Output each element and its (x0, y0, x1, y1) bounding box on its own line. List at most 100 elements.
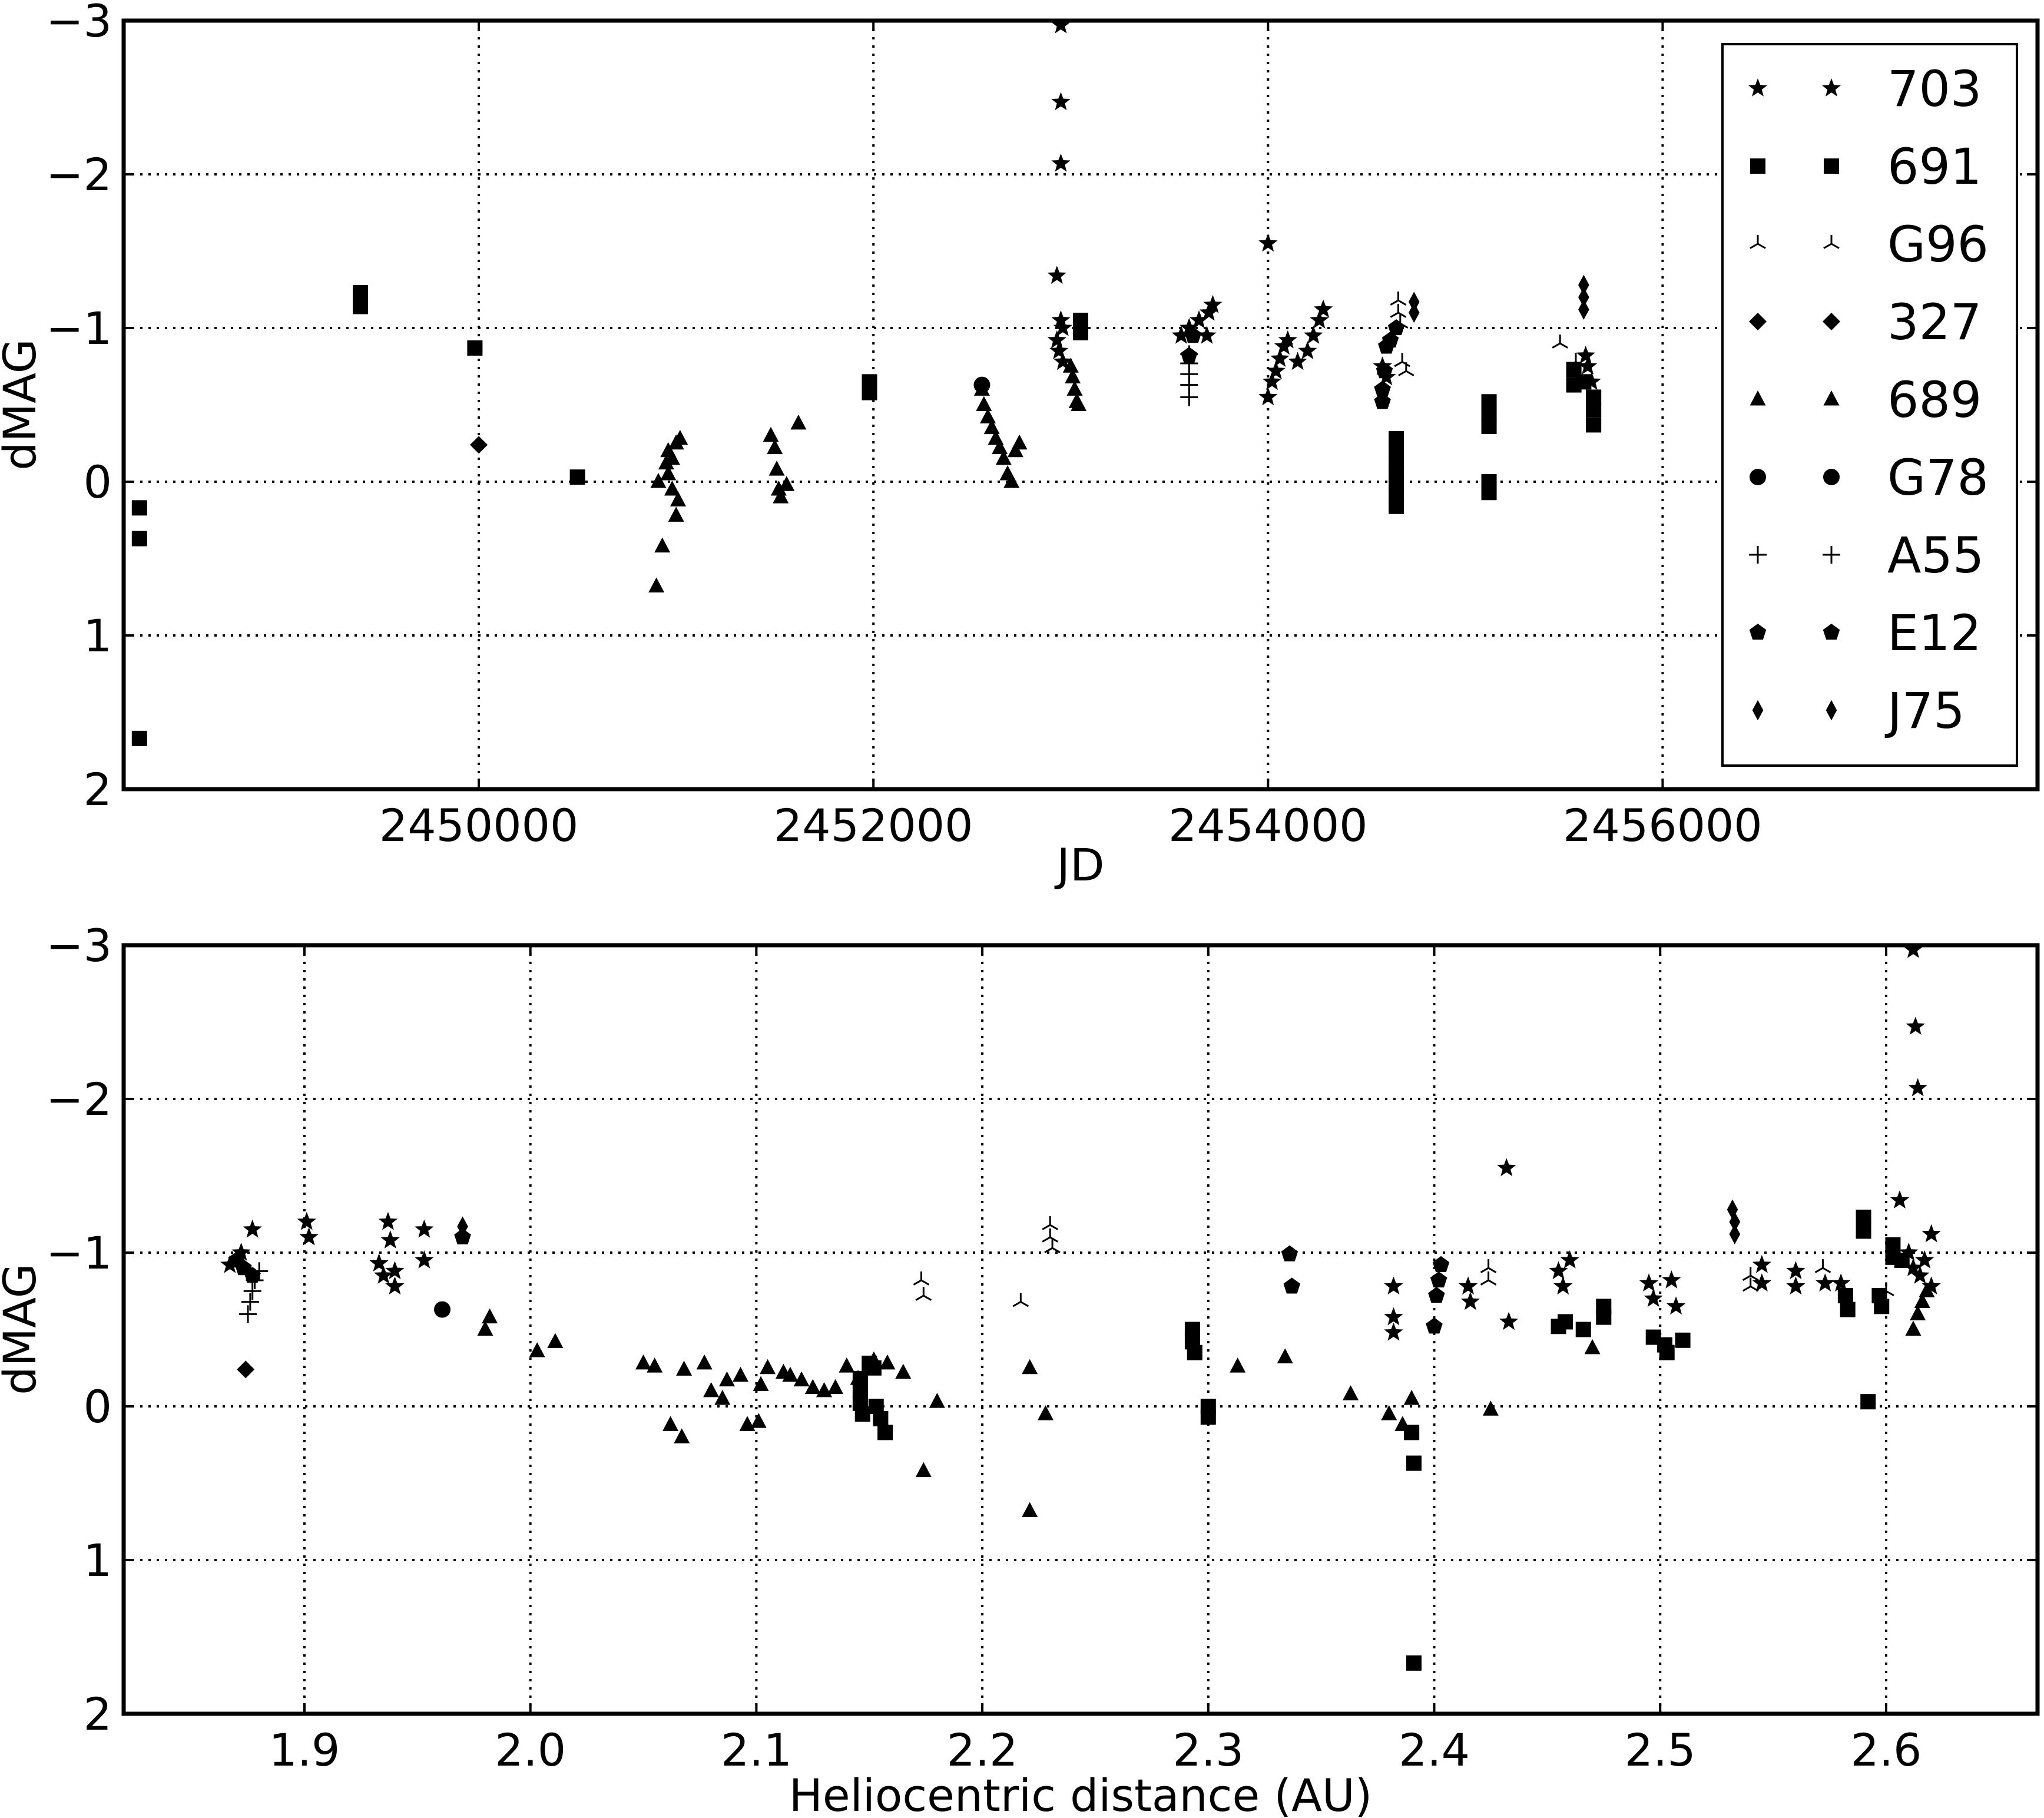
legend-label: 689 (1887, 371, 1982, 429)
point-703 (1258, 233, 1278, 252)
x-tick-label: 2.1 (721, 1724, 792, 1776)
point-689 (660, 465, 677, 481)
point-689 (816, 1382, 832, 1398)
point-689 (768, 461, 785, 476)
point-689 (782, 1366, 799, 1382)
point-689 (664, 481, 680, 496)
y-tick-label: −1 (46, 302, 112, 355)
legend-label: E12 (1887, 604, 1982, 662)
point-689 (714, 1389, 731, 1405)
point-703 (1816, 1273, 1835, 1292)
point-691 (1894, 1253, 1910, 1269)
point-703 (1384, 1307, 1403, 1326)
point-703 (231, 1243, 251, 1261)
point-689 (1071, 396, 1087, 411)
point-703 (1576, 345, 1595, 364)
point-E12 (1374, 393, 1391, 409)
bottom-y-axis-label: dMAG (0, 1263, 46, 1395)
point-703 (1922, 1276, 1941, 1295)
legend-label: 327 (1887, 293, 1982, 351)
point-689 (1277, 1348, 1293, 1363)
top-ticks (124, 19, 2038, 790)
point-E12 (1387, 319, 1405, 336)
point-G96 (1390, 292, 1407, 306)
point-691 (1073, 324, 1088, 340)
point-G78 (434, 1301, 451, 1318)
point-689 (703, 1382, 720, 1398)
point-E12 (1376, 362, 1393, 379)
legend-item-327: 327 (1749, 293, 1982, 351)
point-G96 (1552, 335, 1568, 349)
point-A55 (243, 1282, 261, 1300)
point-691 (877, 1425, 893, 1441)
legend-label: J75 (1884, 682, 1965, 740)
legend-label: 703 (1887, 60, 1982, 118)
y-tick-label: −1 (46, 1227, 112, 1279)
point-G96 (1042, 1228, 1058, 1243)
point-689 (915, 1462, 932, 1478)
point-G96 (1742, 1277, 1759, 1292)
series-G96 (1390, 292, 1584, 376)
point-689 (647, 1357, 663, 1373)
point-703 (1578, 356, 1598, 375)
legend-marker (1750, 158, 1765, 174)
point-689 (635, 1354, 652, 1370)
x-tick-label: 2.5 (1625, 1724, 1696, 1776)
legend-marker (1749, 624, 1767, 640)
point-703 (1053, 352, 1073, 370)
point-689 (676, 1360, 693, 1376)
legend-label: G78 (1887, 449, 1989, 506)
bottom-grid (124, 944, 2038, 1715)
point-J75 (1578, 287, 1589, 308)
point-703 (1639, 1273, 1659, 1292)
point-689 (648, 577, 665, 592)
point-689 (770, 481, 787, 496)
series-703 (220, 945, 1941, 1341)
point-691 (862, 385, 877, 400)
point-689 (793, 1371, 810, 1387)
point-703 (1047, 330, 1066, 349)
point-691 (1860, 1394, 1876, 1410)
point-689 (1065, 368, 1081, 384)
y-tick-label: −2 (46, 148, 112, 201)
point-703 (1890, 1190, 1910, 1209)
point-689 (529, 1342, 545, 1357)
point-703 (1310, 310, 1329, 329)
series-G78 (973, 376, 990, 393)
point-G96 (1394, 353, 1410, 367)
point-703 (1197, 326, 1217, 344)
point-689 (1230, 1357, 1246, 1373)
point-J75 (1729, 1224, 1741, 1244)
point-691 (854, 1406, 870, 1422)
point-703 (1908, 1078, 1927, 1097)
point-703 (1051, 92, 1071, 111)
point-703 (1752, 1254, 1772, 1273)
point-689 (1403, 1389, 1420, 1405)
legend-item-A55: A55 (1749, 526, 1984, 584)
point-691 (1389, 498, 1404, 514)
point-689 (672, 429, 688, 445)
point-G96 (913, 1271, 930, 1286)
point-689 (866, 1351, 882, 1367)
point-689 (1919, 1282, 1935, 1297)
point-703 (1051, 310, 1071, 329)
point-703 (1662, 1270, 1681, 1289)
point-703 (1914, 1250, 1934, 1269)
legend-marker (1823, 469, 1840, 485)
point-689 (760, 1359, 776, 1375)
x-tick-label: 2452000 (774, 799, 973, 852)
point-J75 (1408, 302, 1420, 323)
point-G96 (1012, 1293, 1029, 1307)
bottom-yticks: −3 −2 −1 0 1 2 (46, 919, 112, 1740)
point-691 (1856, 1223, 1871, 1239)
point-703 (1189, 310, 1209, 329)
series-J75 (457, 1199, 1741, 1244)
legend-frame (1721, 43, 2018, 767)
point-G96 (1390, 303, 1407, 318)
point-689 (804, 1379, 821, 1395)
point-J75 (1727, 1199, 1738, 1220)
x-tick-label: 2.0 (495, 1724, 566, 1776)
point-689 (662, 1416, 679, 1431)
legend-marker (1823, 235, 1840, 249)
point-703 (1049, 341, 1069, 359)
